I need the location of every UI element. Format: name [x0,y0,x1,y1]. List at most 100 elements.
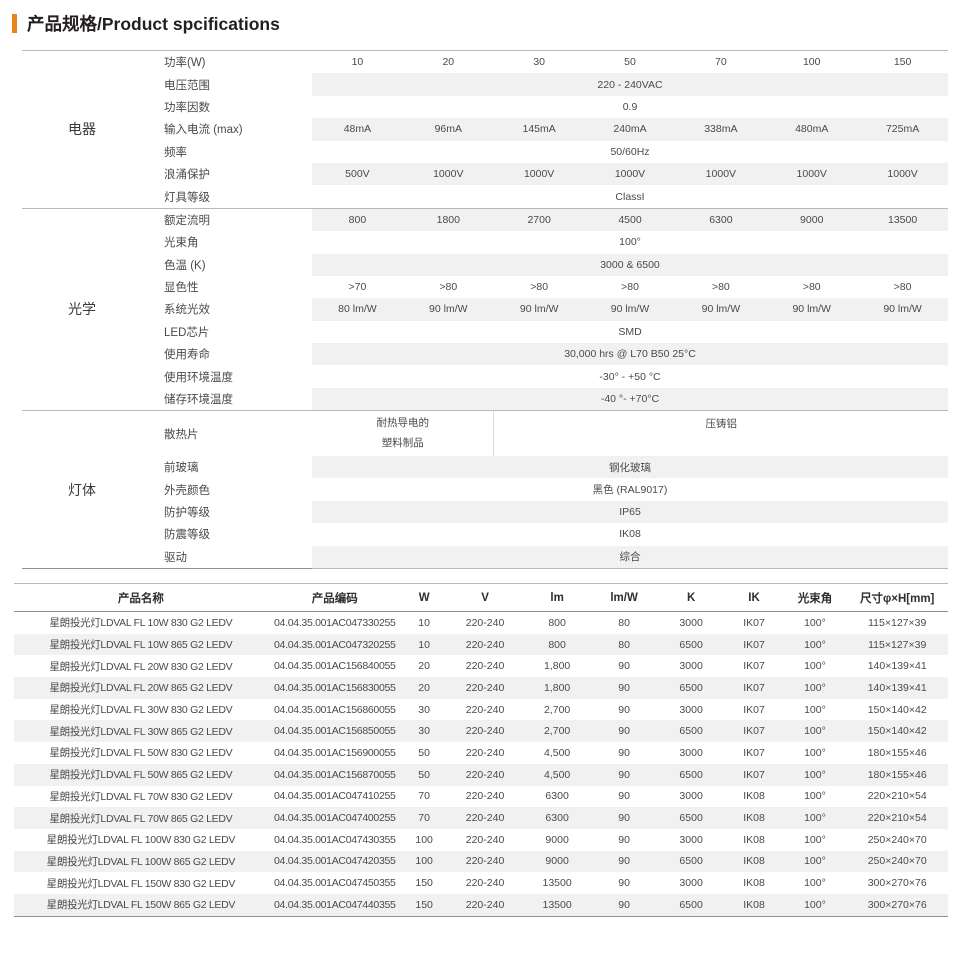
spec-value-cell: 90 lm/W [519,303,559,316]
spec-section-labels: 电器 功率(W) 电压范围 功率因数 输入电流 (max) 频率 浪涌保护 灯具等级 [22,50,312,208]
product-cell-w: 150 [415,877,433,890]
product-cell-code: 04.04.35.001AC047320255 [267,633,402,656]
product-cell-lm: 9000 [523,850,591,873]
spec-value-row: -30° - +50 °C [312,365,948,387]
spec-value-cell: 1800 [436,213,460,226]
product-cell-beam: 100° [783,633,847,656]
spec-value-cell: 钢化玻璃 [609,461,651,474]
table-row[interactable]: 星朗投光灯LDVAL FL 50W 865 G2 LEDV 04.04.35.00… [14,763,948,786]
product-cell-dim: 220×210×54 [867,790,927,803]
product-cell-name: 星朗投光灯LDVAL FL 100W 830 G2 LEDV [46,834,236,847]
spec-value-cell: >80 [711,281,730,294]
product-cell-lm: 1,800 [523,677,591,699]
product-cell-code: 04.04.35.001AC156840055 [274,660,396,673]
product-cell-name: 星朗投光灯LDVAL FL 150W 865 G2 LEDV [14,893,268,917]
product-column-header: W [401,583,447,612]
table-row[interactable]: 星朗投光灯LDVAL FL 50W 830 G2 LEDV 04.04.35.00… [14,742,948,764]
product-cell-dim: 140×139×41 [867,660,927,673]
spec-value-cell: 480mA [795,123,829,136]
product-cell-beam: 100° [804,790,826,803]
table-row[interactable]: 星朗投光灯LDVAL FL 150W 865 G2 LEDV 04.04.35.0… [14,893,948,917]
page-title: 产品规格/Product spcifications [0,0,962,38]
table-row[interactable]: 星朗投光灯LDVAL FL 20W 830 G2 LEDV 04.04.35.00… [14,655,948,677]
product-cell-lmw: 80 [618,616,630,629]
product-cell-lmw: 90 [590,720,658,743]
product-cell-lm: 4,500 [523,763,591,786]
product-cell-code: 04.04.35.001AC047440355 [267,893,402,917]
spec-value-cell: 240mA [613,123,647,136]
product-cell-dim: 180×155×46 [846,763,948,786]
product-cell-dim: 150×140×42 [867,703,927,716]
table-row[interactable]: 星朗投光灯LDVAL FL 150W 830 G2 LEDV 04.04.35.0… [14,872,948,894]
product-cell-beam: 100° [804,616,826,629]
spec-value-cell: 50 [624,56,636,69]
spec-section-values: 800 1800 2700 4500 6300 9000 13500 100° 3000 & 6… [312,207,948,411]
product-cell-dim: 220×210×54 [846,807,948,829]
product-cell-lm: 800 [523,633,591,656]
table-row[interactable]: 星朗投光灯LDVAL FL 70W 865 G2 LEDV 04.04.35.00… [14,807,948,829]
spec-value-cell: >80 [621,281,639,294]
spec-category-label: 灯体 [68,481,96,498]
spec-row-label: 散热片 [164,428,199,441]
product-cell-dim: 300×270×76 [846,893,948,917]
product-cell-dim: 150×140×42 [846,720,948,743]
spec-value-row: SMD [312,321,948,343]
product-cell-lm: 6300 [545,790,569,803]
product-column-header: V [446,583,524,612]
product-cell-k: 6500 [657,850,725,873]
product-cell-dim: 180×155×46 [867,746,927,759]
product-cell-beam: 100° [783,850,847,873]
spec-value-row: 80 lm/W 90 lm/W 90 lm/W 90 lm/W 90 lm/W 90 lm… [312,298,948,321]
product-cell-dim: 250×240×70 [846,850,948,873]
product-cell-name: 星朗投光灯LDVAL FL 20W 830 G2 LEDV [49,660,233,673]
spec-category-label: 光学 [68,301,96,318]
spec-value-cell: 4500 [618,213,642,226]
product-cell-lm: 2,700 [523,720,591,743]
spec-value-row: 800 1800 2700 4500 6300 9000 13500 [312,208,948,232]
product-cell-ik: IK08 [724,807,784,829]
table-row[interactable]: 星朗投光灯LDVAL FL 30W 830 G2 LEDV 04.04.35.00… [14,699,948,721]
product-cell-w: 150 [401,893,447,917]
table-row[interactable]: 星朗投光灯LDVAL FL 20W 865 G2 LEDV 04.04.35.00… [14,677,948,699]
product-cell-w: 100 [415,833,433,846]
spec-value-cell: 90 lm/W [429,303,468,316]
table-row[interactable]: 星朗投光灯LDVAL FL 10W 830 G2 LEDV 04.04.35.00… [14,612,948,634]
product-cell-k: 3000 [679,616,703,629]
spec-value-row: IP65 [312,500,948,524]
product-cell-k: 3000 [679,746,703,759]
spec-value-row: 30,000 hrs @ L70 B50 25°C [312,343,948,366]
spec-label-column: 电器 功率(W) 电压范围 功率因数 输入电流 (max) 频率 浪涌保护 灯具等级 光学 额定流… [22,50,312,569]
table-row[interactable]: 星朗投光灯LDVAL FL 10W 865 G2 LEDV 04.04.35.00… [14,633,948,656]
spec-row-label: 输入电流 (max) [164,124,243,137]
spec-section-values: 10 20 30 50 70 100 150 220 - 240VAC 0.9 48mA 96mA 1… [312,50,948,208]
spec-row-label: 防震等级 [164,529,210,542]
accent-bar-icon [12,13,17,33]
spec-value-cell: 96mA [434,123,462,136]
product-cell-code: 04.04.35.001AC156860055 [274,703,396,716]
product-cell-k: 3000 [679,833,703,846]
table-row[interactable]: 星朗投光灯LDVAL FL 100W 865 G2 LEDV 04.04.35.0… [14,850,948,873]
product-cell-code: 04.04.35.001AC047420355 [267,850,402,873]
product-cell-dim: 115×127×39 [846,633,948,656]
spec-value-row: 500V 1000V 1000V 1000V 1000V 1000V 1000V [312,162,948,186]
spec-value-cell: 100° [619,236,641,249]
spec-value-cell: 20 [442,56,455,69]
table-row[interactable]: 星朗投光灯LDVAL FL 30W 865 G2 LEDV 04.04.35.00… [14,720,948,743]
specification-table: 电器 功率(W) 电压范围 功率因数 输入电流 (max) 频率 浪涌保护 灯具等级 光学 额定流… [0,50,962,569]
spec-row-label: 使用环境温度 [164,371,233,384]
product-cell-ik: IK07 [743,703,765,716]
spec-value-cell: 1000V [887,168,918,181]
product-cell-k: 6500 [657,763,725,786]
spec-row-label: 浪涌保护 [164,169,210,182]
product-column-header: 产品编码 [267,583,402,612]
product-cell-lm: 800 [548,616,566,629]
product-cell-beam: 100° [783,763,847,786]
spec-value-cell: 1000V [433,168,464,181]
product-cell-lm: 2,700 [543,703,571,716]
spec-section-labels: 光学 额定流明 光束角 色温 (K) 显色性 系统光效 LED芯片 使用寿命 使用环境温度 储存环… [22,207,312,411]
spec-value-cell: 6300 [709,213,733,226]
spec-value-cell: 13500 [887,213,918,226]
table-row[interactable]: 星朗投光灯LDVAL FL 100W 830 G2 LEDV 04.04.35.0… [14,829,948,851]
table-row[interactable]: 星朗投光灯LDVAL FL 70W 830 G2 LEDV 04.04.35.00… [14,786,948,808]
